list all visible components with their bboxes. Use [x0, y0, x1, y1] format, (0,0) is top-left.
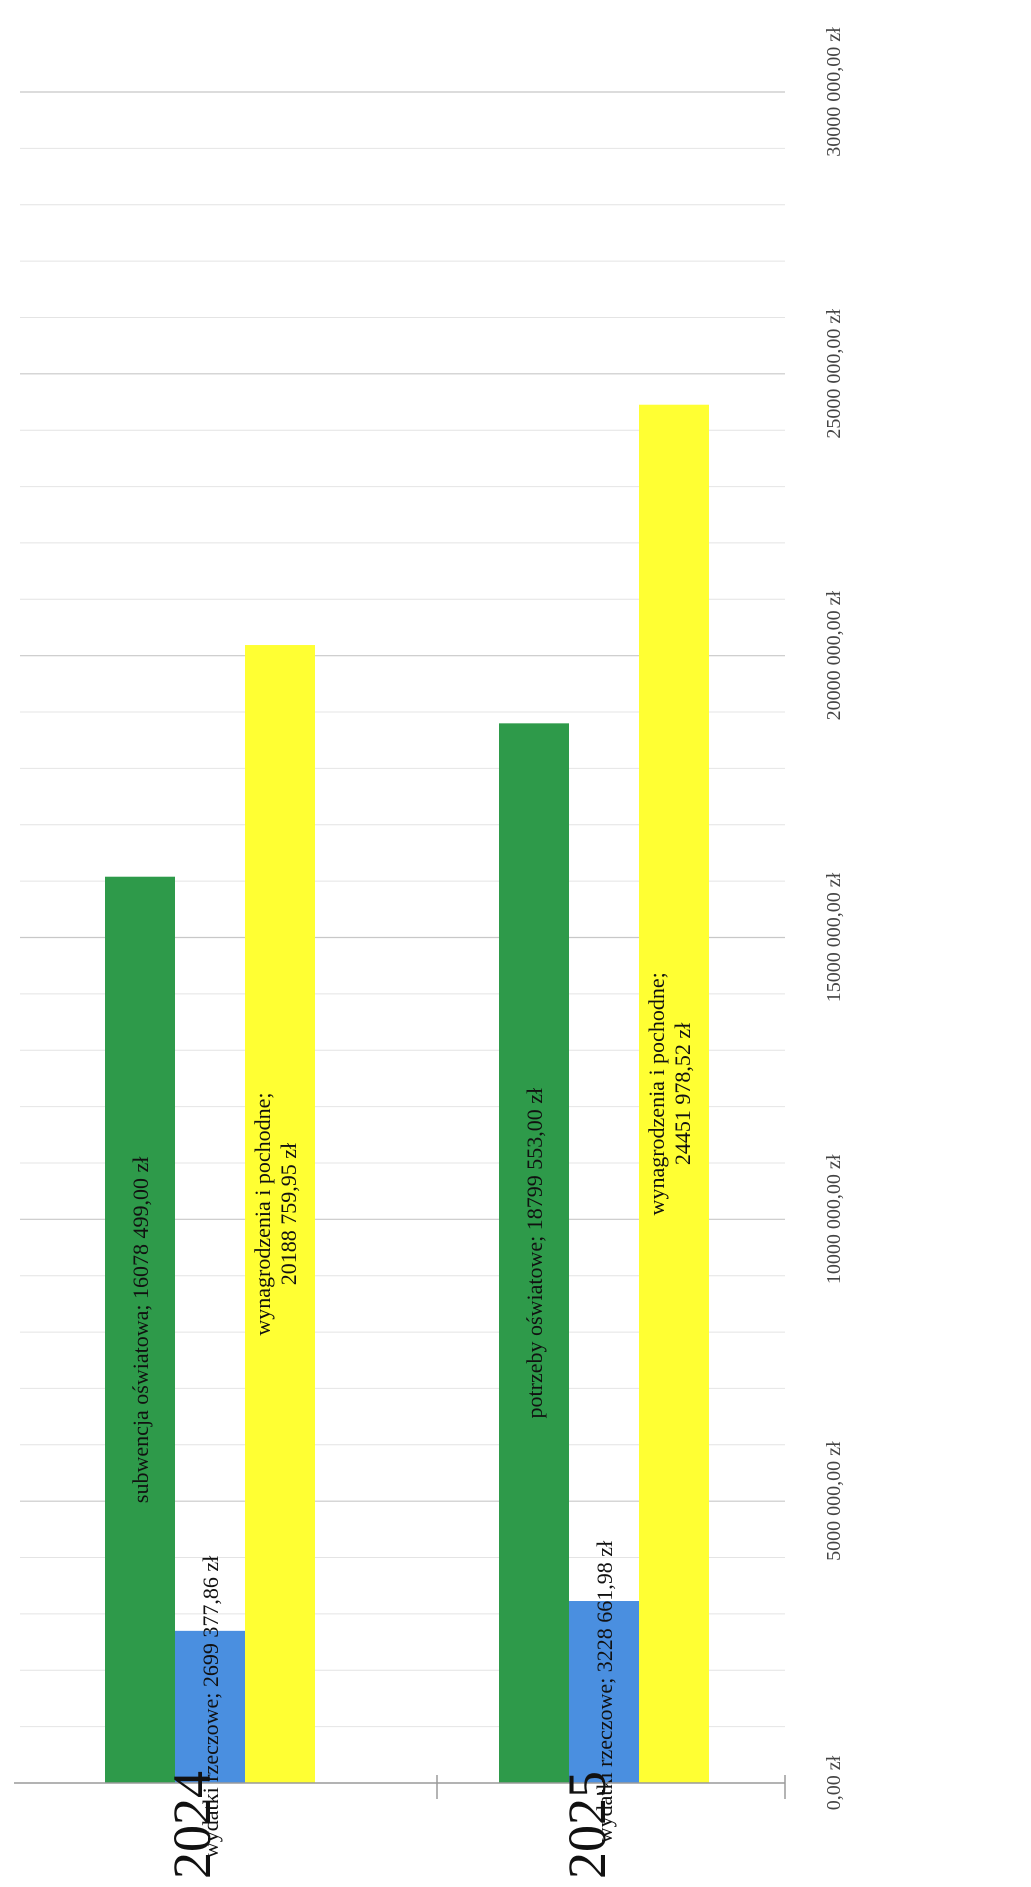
- value-tick-label: 10000 000,00 zł: [823, 1154, 845, 1284]
- category-label-2025: 2025: [557, 1771, 617, 1879]
- data-label-2024-1: subwencja oświatowa; 16078 499,00 zł: [128, 1157, 153, 1503]
- data-label-line: wynagrodzenia i pochodne;: [250, 1092, 275, 1335]
- bar-2024-2: [175, 1630, 245, 1783]
- value-tick-label: 20000 000,00 zł: [823, 591, 845, 721]
- data-label-line: 24451 978,52 zł: [670, 1023, 695, 1165]
- value-tick-label: 25000 000,00 zł: [823, 309, 845, 439]
- data-label-2025-2: wydatki rzeczowe; 3228 661,98 zł: [592, 1541, 617, 1843]
- category-label-2024: 2024: [162, 1771, 222, 1879]
- bar-2025-3: [639, 404, 709, 1783]
- data-label-2025-1: potrzeby oświatowe; 18799 553,00 zł: [522, 1088, 547, 1419]
- value-tick-label: 15000 000,00 zł: [823, 872, 845, 1002]
- bar-2024-1: [105, 876, 175, 1783]
- bars: [105, 404, 709, 1783]
- data-label-line: 20188 759,95 zł: [276, 1143, 301, 1285]
- data-label-2024-3: wynagrodzenia i pochodne;20188 759,95 zł: [250, 1092, 301, 1335]
- value-axis-tick-labels: 0,00 zł 5000 000,00 zł 10000 000,00 zł 1500…: [823, 27, 845, 1810]
- data-label-line: wynagrodzenia i pochodne;: [644, 972, 669, 1215]
- data-label-2025-3: wynagrodzenia i pochodne;24451 978,52 zł: [644, 972, 695, 1215]
- bar-2024-3: [245, 645, 315, 1783]
- category-axis-labels: 2024 2025: [162, 1771, 617, 1879]
- bar-2025-2: [569, 1601, 639, 1783]
- value-tick-label: 5000 000,00 zł: [823, 1441, 845, 1561]
- data-label-2024-2: wydatki rzeczowe; 2699 377,86 zł: [198, 1556, 223, 1858]
- value-tick-label: 0,00 zł: [823, 1755, 845, 1810]
- bar-2025-1: [499, 723, 569, 1783]
- axes: [14, 1775, 786, 1799]
- bar-data-labels: subwencja oświatowa; 16078 499,00 zł wyda…: [128, 972, 695, 1858]
- value-tick-label: 30000 000,00 zł: [823, 27, 845, 157]
